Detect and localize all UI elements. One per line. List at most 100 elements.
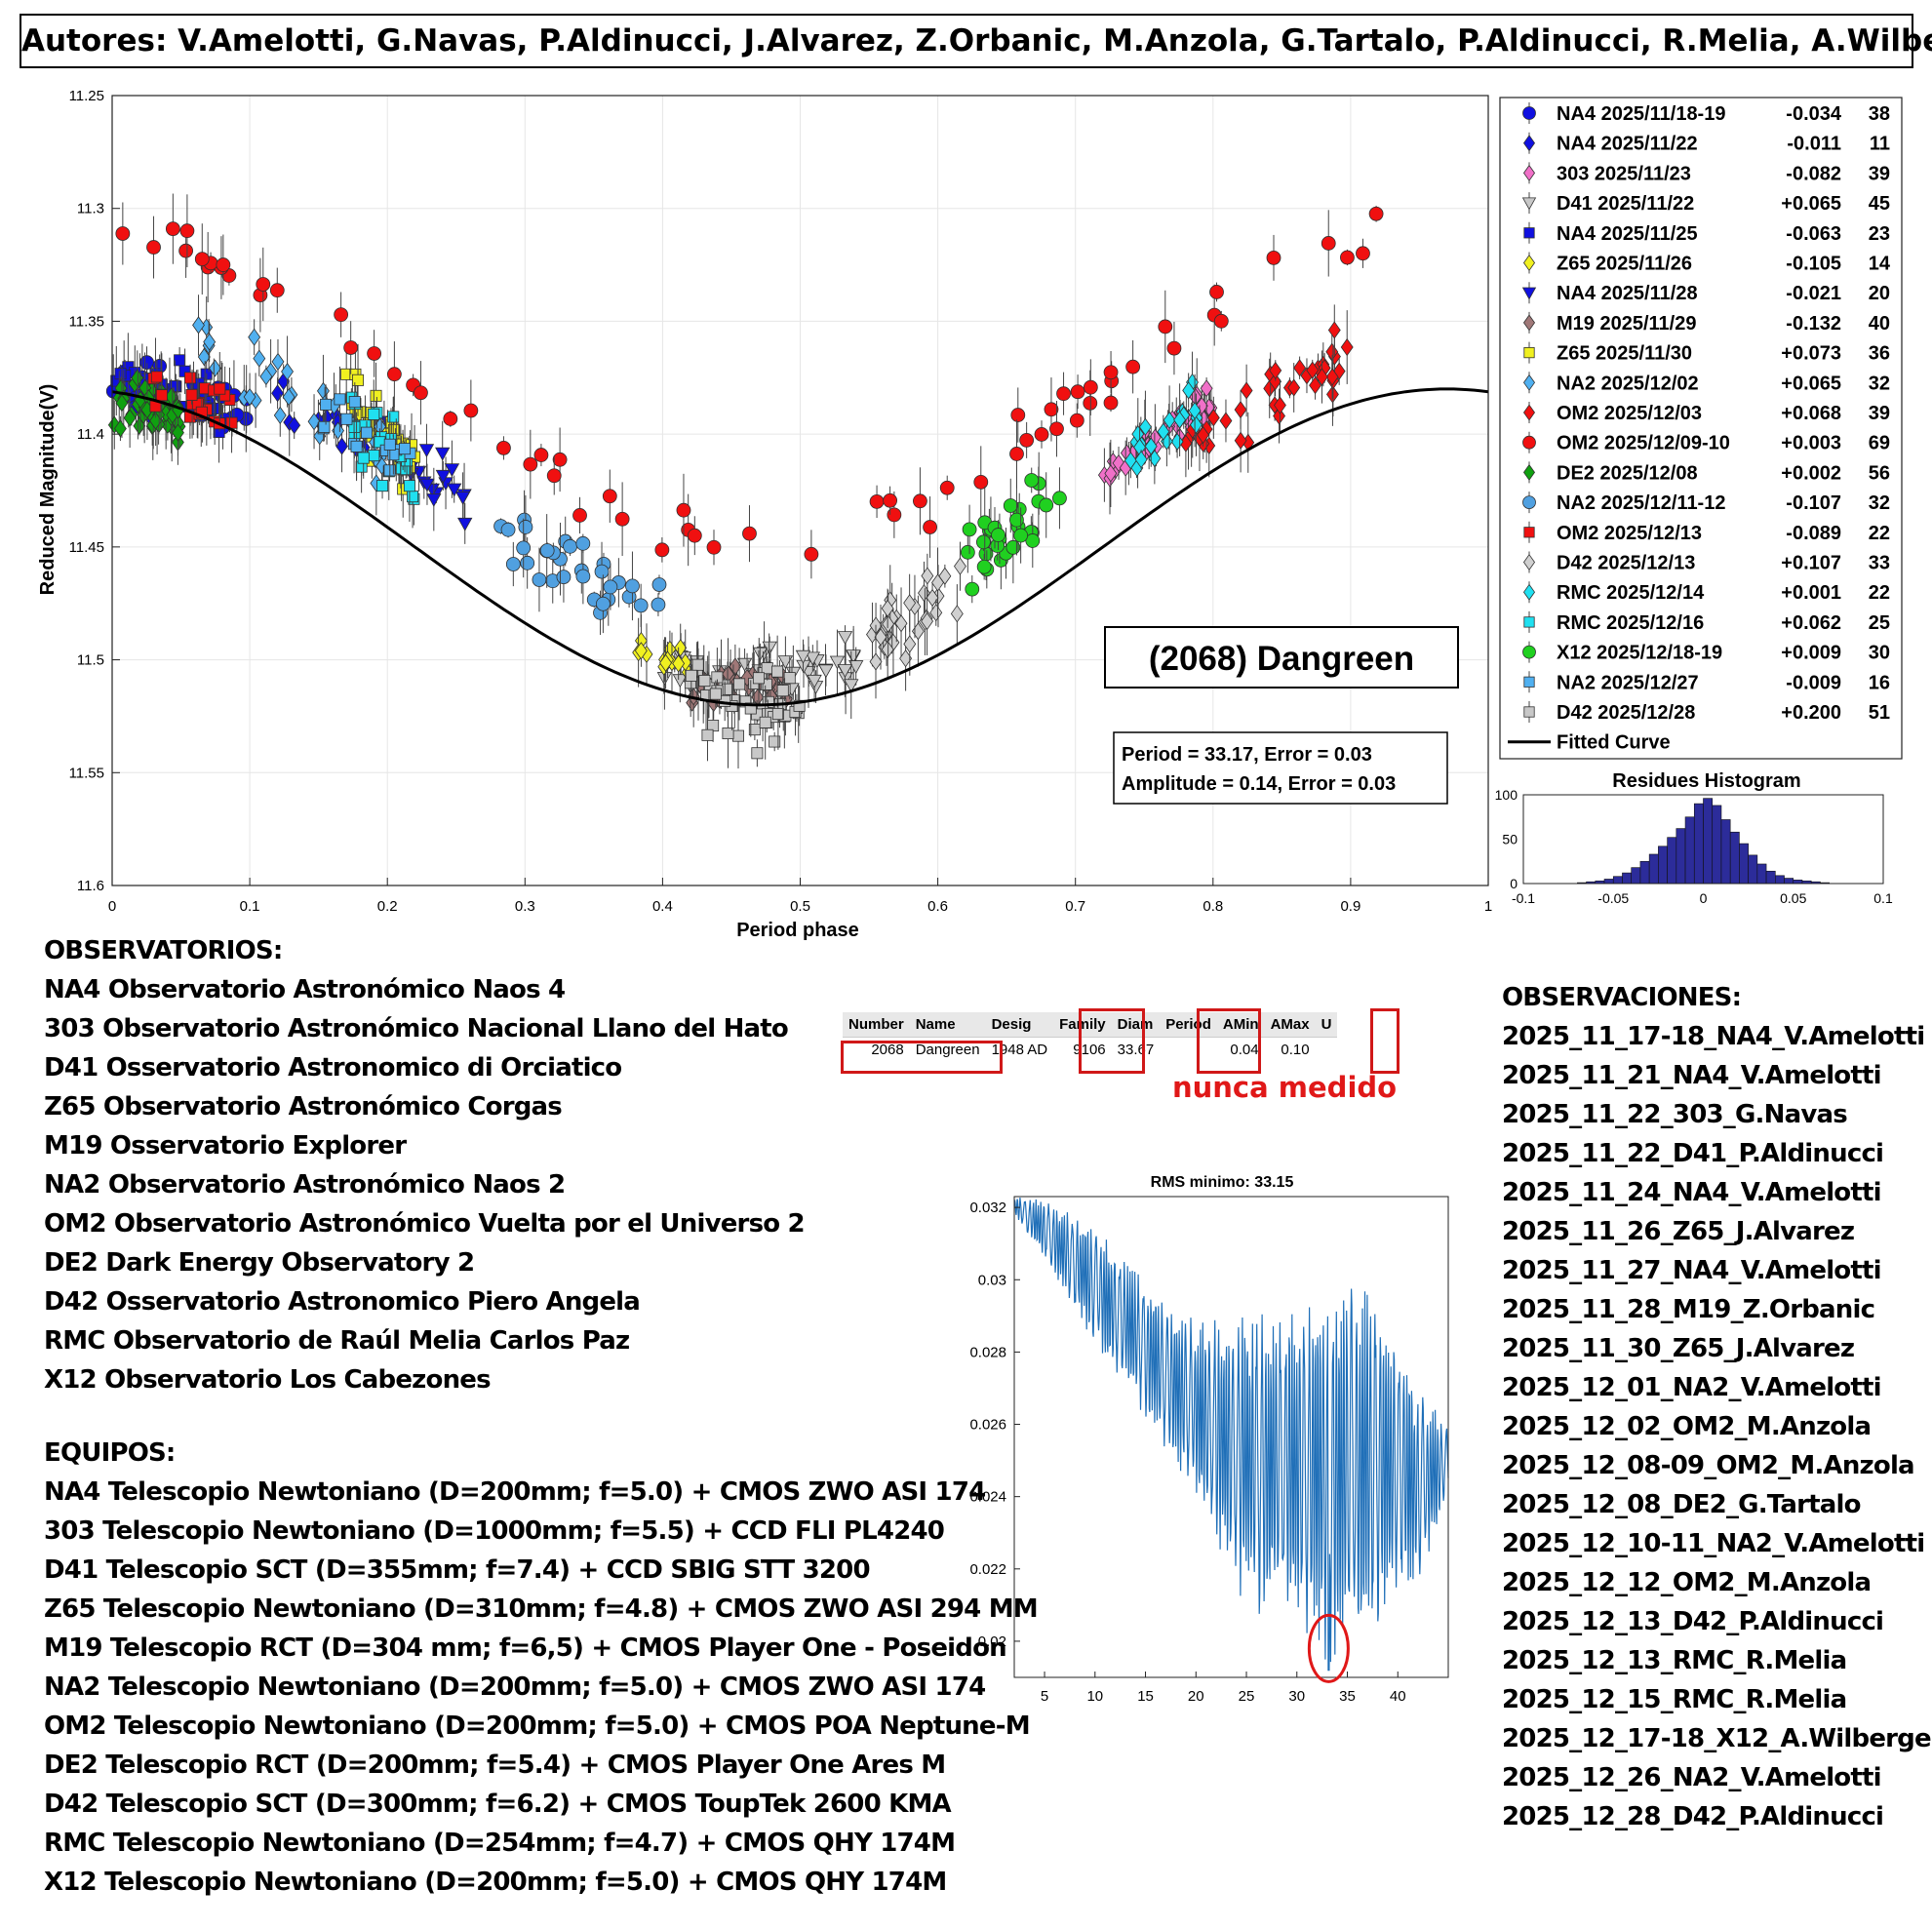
data-point xyxy=(1034,427,1049,442)
data-point xyxy=(736,657,753,672)
histogram-bar xyxy=(1793,880,1803,885)
x-tick-label: 0.6 xyxy=(927,898,948,915)
data-point xyxy=(846,649,861,664)
data-point xyxy=(155,389,168,402)
data-point xyxy=(248,328,261,346)
x-tick-label: 0.4 xyxy=(652,898,673,915)
data-point xyxy=(783,672,796,685)
observacion-item: 2025_12_08_DE2_G.Tartalo xyxy=(1502,1490,1861,1519)
legend-entry: NA4 2025/11/28 -0.021 20 xyxy=(1521,282,1890,304)
rms-x-tick: 25 xyxy=(1239,1688,1255,1705)
data-point xyxy=(115,394,129,413)
rms-x-tick: 5 xyxy=(1041,1688,1048,1705)
legend-marker xyxy=(1523,676,1535,688)
data-point xyxy=(869,652,883,671)
table-header: Name xyxy=(909,1012,986,1038)
observacion-item: 2025_11_28_M19_Z.Orbanic xyxy=(1502,1295,1875,1324)
data-point xyxy=(1219,412,1233,430)
data-point xyxy=(769,735,781,748)
legend-entry: Z65 2025/11/30 +0.073 36 xyxy=(1523,341,1890,365)
data-point xyxy=(973,474,989,490)
data-point xyxy=(939,480,955,495)
data-point xyxy=(214,382,226,395)
histogram-bar xyxy=(1784,878,1794,885)
legend-offset: +0.200 xyxy=(1781,702,1841,724)
data-point xyxy=(447,483,462,497)
table-header: Number xyxy=(843,1012,910,1038)
histogram-x-tick: -0.1 xyxy=(1512,890,1535,906)
data-point xyxy=(563,538,577,554)
histogram-y-tick: 0 xyxy=(1510,876,1518,891)
observaciones-section: OBSERVACIONES: 2025_11_17-18_NA4_V.Amelo… xyxy=(1502,978,1932,1836)
histogram-x-tick: 0 xyxy=(1700,890,1708,906)
observacion-item: 2025_12_15_RMC_R.Melia xyxy=(1502,1685,1847,1714)
legend-marker xyxy=(1522,495,1536,509)
legend-entry: NA4 2025/11/22 -0.011 11 xyxy=(1522,132,1890,155)
data-point xyxy=(318,420,331,433)
main-x-axis-label: Period phase xyxy=(736,920,859,941)
x-tick-label: 0.7 xyxy=(1065,898,1085,915)
legend-name: NA4 2025/11/25 xyxy=(1557,223,1698,245)
data-point xyxy=(1321,236,1336,251)
data-point xyxy=(368,450,380,462)
data-point xyxy=(1163,411,1176,429)
legend-count: 16 xyxy=(1869,672,1890,693)
data-point xyxy=(1039,497,1054,513)
period-info-text: Period = 33.17, Error = 0.03 xyxy=(1122,744,1372,766)
data-point xyxy=(633,598,649,613)
data-point xyxy=(1103,365,1119,380)
data-point xyxy=(1052,491,1067,506)
legend-count: 45 xyxy=(1869,193,1890,215)
data-point xyxy=(1327,321,1341,339)
data-point xyxy=(962,522,977,537)
observacion-item: 2025_12_01_NA2_V.Amelotti xyxy=(1502,1373,1882,1402)
observacion-item: 2025_12_28_D42_P.Aldinucci xyxy=(1502,1802,1884,1831)
data-point xyxy=(454,491,471,505)
data-point xyxy=(281,362,295,381)
legend-count: 30 xyxy=(1869,643,1890,664)
data-point xyxy=(407,491,419,503)
legend-marker xyxy=(1522,583,1536,601)
data-point xyxy=(795,649,811,664)
fitted-curve xyxy=(111,387,1489,707)
series-d42-15 xyxy=(866,541,966,699)
main-chart-ticks: 0 0.1 0.2 0.3 0.4 0.5 0.6 0.7 0.8 0.9 1 11.25 11.3 11… xyxy=(69,88,1493,915)
main-y-axis-label: Reduced Magnitude(V) xyxy=(37,384,59,596)
legend-marker xyxy=(1523,227,1535,239)
equipo-item: DE2 Telescopio RCT (D=200mm; f=5.4) + CM… xyxy=(44,1751,946,1780)
legend-marker xyxy=(1522,554,1536,571)
observatorio-item: 303 Observatorio Astronómico Nacional Ll… xyxy=(44,1014,789,1043)
legend-marker xyxy=(1523,527,1535,538)
legend-offset: +0.073 xyxy=(1781,343,1841,365)
histogram-bars xyxy=(1523,795,1883,885)
legend-name: NA4 2025/11/18-19 xyxy=(1557,103,1725,125)
legend-entry: D41 2025/11/22 +0.065 45 xyxy=(1521,192,1890,215)
legend-name: Z65 2025/11/30 xyxy=(1557,343,1692,365)
data-point xyxy=(602,489,617,504)
data-point xyxy=(1173,411,1187,429)
data-point xyxy=(807,674,822,689)
data-point xyxy=(307,413,321,431)
data-point xyxy=(539,543,555,558)
histogram-x-tick: 0.05 xyxy=(1780,890,1806,906)
legend-name: 303 2025/11/23 xyxy=(1557,163,1691,184)
legend-offset: +0.107 xyxy=(1781,553,1841,574)
rms-y-tick: 0.026 xyxy=(969,1417,1006,1434)
legend-count: 32 xyxy=(1869,373,1890,394)
histogram-bar xyxy=(1739,843,1749,885)
observatorio-item: D41 Osservatorio Astronomico di Orciatic… xyxy=(44,1053,622,1082)
light-curve-chart: 0 0.1 0.2 0.3 0.4 0.5 0.6 0.7 0.8 0.9 1 11.25 11.3 11… xyxy=(37,88,1903,941)
observacion-item: 2025_11_22_D41_P.Aldinucci xyxy=(1502,1139,1884,1168)
data-point xyxy=(874,628,887,647)
legend-count: 36 xyxy=(1869,343,1890,365)
legend-count: 39 xyxy=(1869,163,1890,184)
data-point xyxy=(1269,373,1282,391)
data-point xyxy=(1019,432,1035,448)
data-point xyxy=(1266,250,1281,265)
data-point xyxy=(243,387,256,407)
histogram-title: Residues Histogram xyxy=(1612,770,1800,792)
never-measured-note: nunca medido xyxy=(1172,1071,1398,1104)
data-point xyxy=(340,413,353,425)
legend-name: M19 2025/11/29 xyxy=(1557,313,1696,334)
data-point xyxy=(918,583,930,603)
